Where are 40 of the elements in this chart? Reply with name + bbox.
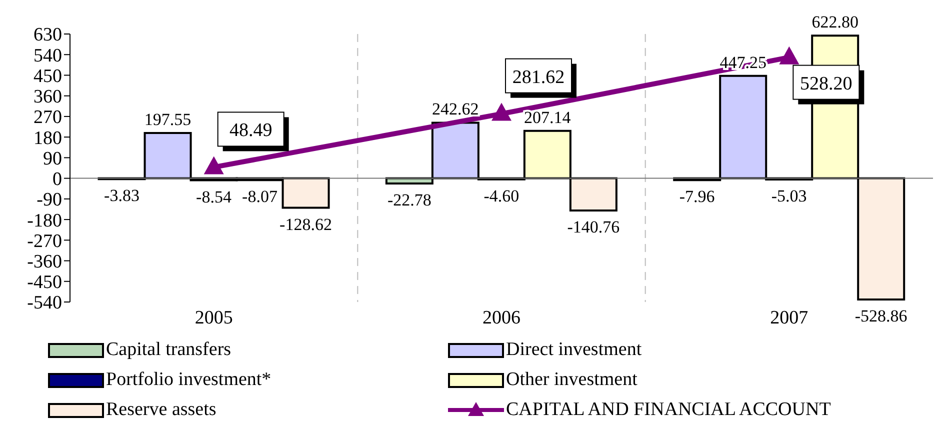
y-tick-label: 90 <box>43 148 62 170</box>
data-label: -8.54 <box>196 187 232 206</box>
y-tick-label: 0 <box>52 169 62 190</box>
data-label: -22.78 <box>387 190 432 210</box>
y-tick-label: -540 <box>27 292 62 314</box>
x-tick-label: 2007 <box>770 307 808 328</box>
y-tick-label: 630 <box>34 24 62 46</box>
data-label: 207.14 <box>524 108 572 127</box>
data-label: 48.49 <box>229 120 272 142</box>
y-tick-label: -180 <box>27 210 62 232</box>
data-label: 242.62 <box>432 100 479 119</box>
data-label: -140.76 <box>567 218 620 237</box>
legend-label: Reserve assets <box>106 399 216 421</box>
y-tick-label: 450 <box>34 66 62 87</box>
y-tick-label: -270 <box>27 230 62 252</box>
legend-label: Direct investment <box>506 339 642 361</box>
y-tick-label: -90 <box>36 190 62 211</box>
legend-label: Other investment <box>506 369 638 391</box>
y-tick-label: 360 <box>34 86 62 108</box>
legend-label: Portfolio investment* <box>106 369 272 391</box>
data-label: -128.62 <box>280 214 332 234</box>
y-tick-label: 270 <box>34 107 62 128</box>
y-tick-label: 540 <box>34 45 62 66</box>
data-label: 528.20 <box>800 73 852 94</box>
data-label: 622.80 <box>812 12 858 32</box>
data-label: -3.83 <box>104 186 140 206</box>
legend-label: Capital transfers <box>106 339 232 361</box>
data-label: -8.07 <box>242 187 278 206</box>
legend-label: CAPITAL AND FINANCIAL ACCOUNT <box>506 399 831 421</box>
y-tick-label: -360 <box>27 252 62 273</box>
data-label: -7.96 <box>679 187 715 206</box>
data-label: -5.03 <box>771 186 807 206</box>
data-label: -4.60 <box>484 186 520 206</box>
x-tick-label: 2005 <box>194 307 233 328</box>
data-label: 281.62 <box>512 66 565 88</box>
data-label: 197.55 <box>144 110 192 130</box>
y-tick-label: 180 <box>34 128 62 149</box>
y-tick-label: -450 <box>27 272 62 294</box>
x-tick-label: 2006 <box>482 307 520 328</box>
data-label: -528.86 <box>854 306 908 326</box>
